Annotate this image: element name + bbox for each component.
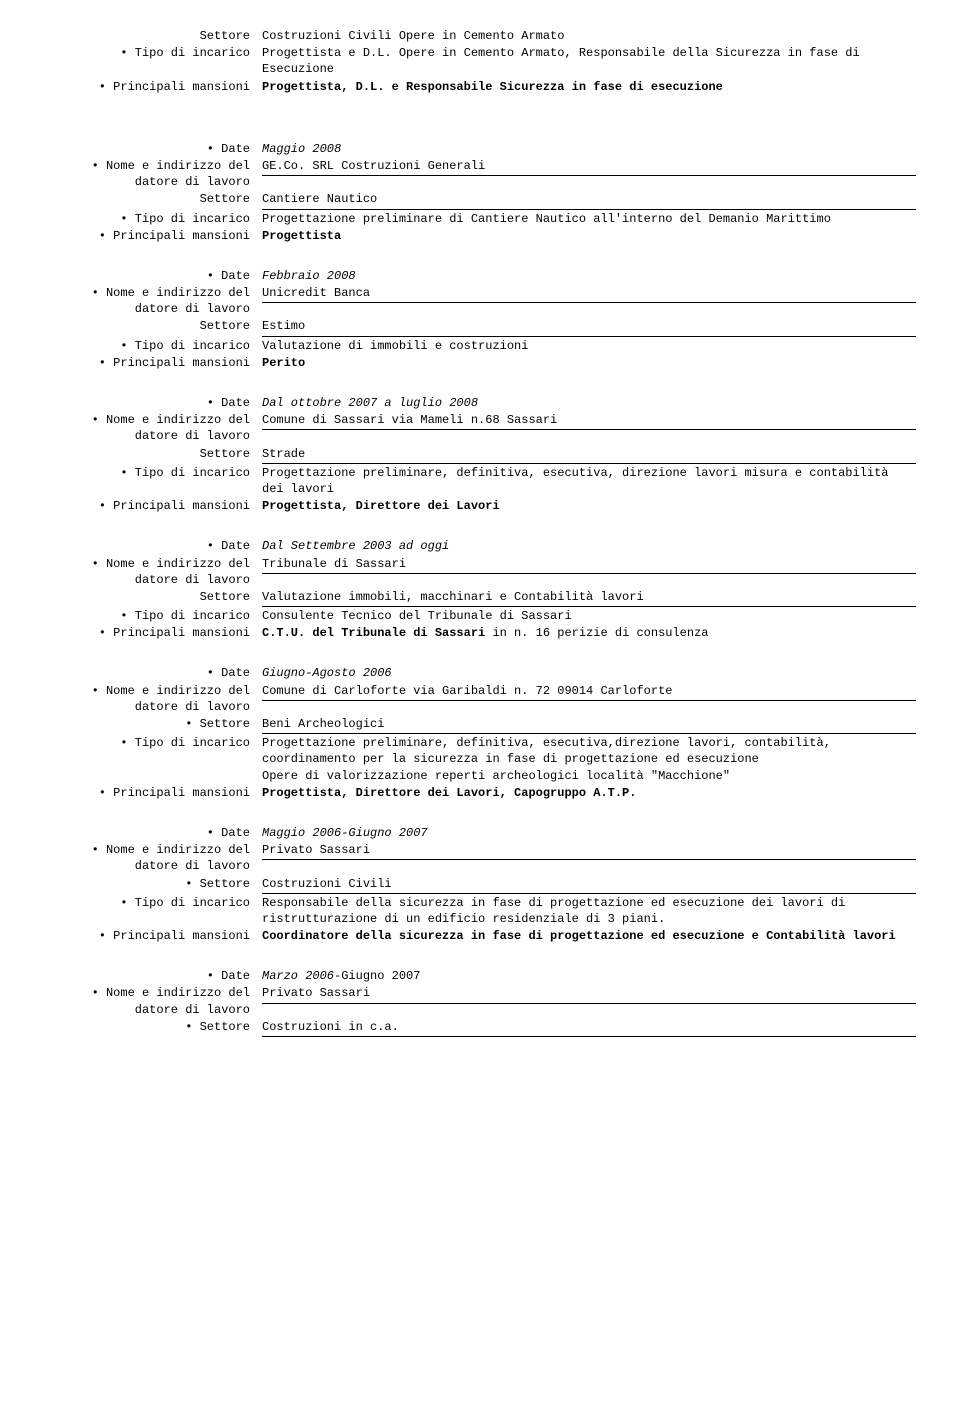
val-nome: Unicredit Banca [262,285,916,303]
label-mansioni: • Principali mansioni [44,928,262,944]
label-tipo: • Tipo di incarico [44,465,262,481]
label-date: • Date [44,395,262,411]
val-tipo: Valutazione di immobili e costruzioni [262,338,916,354]
label-mansioni: • Principali mansioni [44,498,262,514]
val-nome: Privato Sassari [262,985,916,1003]
label-mansioni: • Principali mansioni [44,228,262,244]
val-settore: Costruzioni Civili [262,876,916,894]
val-mansioni: Coordinatore della sicurezza in fase di … [262,928,916,944]
label-settore: Settore [44,28,262,44]
val-nome: GE.Co. SRL Costruzioni Generali [262,158,916,176]
val-mansioni: C.T.U. del Tribunale di Sassari in n. 16… [262,625,916,641]
label-mansioni: • Principali mansioni [44,79,262,95]
val-mansioni: Progettista [262,228,916,244]
val-tipo: Progettazione preliminare, definitiva, e… [262,735,916,784]
val-settore: Costruzioni Civili Opere in Cemento Arma… [262,28,916,44]
label-nome: • Nome e indirizzo del datore di lavoro [44,285,262,317]
val-date: Maggio 2006-Giugno 2007 [262,825,916,841]
val-settore: Valutazione immobili, macchinari e Conta… [262,589,916,607]
label-nome: • Nome e indirizzo del datore di lavoro [44,985,262,1017]
cv-entry: • DateFebbraio 2008 • Nome e indirizzo d… [44,268,916,371]
val-tipo: Progettazione preliminare di Cantiere Na… [262,211,916,227]
label-mansioni: • Principali mansioni [44,785,262,801]
val-date: Marzo 2006-Giugno 2007 [262,968,916,984]
val-settore: Costruzioni in c.a. [262,1019,916,1037]
label-tipo: • Tipo di incarico [44,211,262,227]
label-settore: Settore [44,446,262,462]
label-date: • Date [44,141,262,157]
label-date: • Date [44,268,262,284]
val-tipo: Consulente Tecnico del Tribunale di Sass… [262,608,916,624]
val-date: Dal Settembre 2003 ad oggi [262,538,916,554]
cv-entry: • DateDal ottobre 2007 a luglio 2008 • N… [44,395,916,514]
label-settore: • Settore [44,876,262,892]
label-nome: • Nome e indirizzo del datore di lavoro [44,842,262,874]
label-date: • Date [44,665,262,681]
val-mansioni-bold: C.T.U. del Tribunale di Sassari [262,626,485,640]
cv-entry: • DateMaggio 2006-Giugno 2007 • Nome e i… [44,825,916,944]
cv-entry: SettoreCostruzioni Civili Opere in Cemen… [44,28,916,95]
label-date: • Date [44,538,262,554]
label-settore: Settore [44,318,262,334]
label-nome: • Nome e indirizzo del datore di lavoro [44,556,262,588]
val-settore: Cantiere Nautico [262,191,916,209]
val-date: Febbraio 2008 [262,268,916,284]
val-settore: Estimo [262,318,916,336]
label-mansioni: • Principali mansioni [44,355,262,371]
label-tipo: • Tipo di incarico [44,608,262,624]
label-settore: • Settore [44,716,262,732]
val-date: Dal ottobre 2007 a luglio 2008 [262,395,916,411]
val-tipo: Progettista e D.L. Opere in Cemento Arma… [262,45,916,77]
label-settore: Settore [44,589,262,605]
val-mansioni: Progettista, D.L. e Responsabile Sicurez… [262,79,916,95]
val-mansioni: Progettista, Direttore dei Lavori [262,498,916,514]
val-mansioni: Progettista, Direttore dei Lavori, Capog… [262,785,916,801]
cv-entry: • DateMarzo 2006-Giugno 2007 • Nome e in… [44,968,916,1037]
val-tipo: Responsabile della sicurezza in fase di … [262,895,916,927]
val-tipo: Progettazione preliminare, definitiva, e… [262,465,916,497]
cv-entry: • DateMaggio 2008 • Nome e indirizzo del… [44,141,916,244]
val-nome: Comune di Sassari via Mameli n.68 Sassar… [262,412,916,430]
label-mansioni: • Principali mansioni [44,625,262,641]
cv-entry: • DateDal Settembre 2003 ad oggi • Nome … [44,538,916,641]
val-mansioni: Perito [262,355,916,371]
label-nome: • Nome e indirizzo del datore di lavoro [44,683,262,715]
label-date: • Date [44,825,262,841]
val-nome: Privato Sassari [262,842,916,860]
label-date: • Date [44,968,262,984]
label-tipo: • Tipo di incarico [44,895,262,911]
val-settore: Strade [262,446,916,464]
label-tipo: • Tipo di incarico [44,735,262,751]
label-tipo: • Tipo di incarico [44,45,262,61]
cv-entry: • DateGiugno-Agosto 2006 • Nome e indiri… [44,665,916,801]
val-date: Maggio 2008 [262,141,916,157]
val-mansioni-rest: in n. 16 perizie di consulenza [485,626,708,640]
label-nome: • Nome e indirizzo del datore di lavoro [44,158,262,190]
val-settore: Beni Archeologici [262,716,916,734]
label-tipo: • Tipo di incarico [44,338,262,354]
label-settore: • Settore [44,1019,262,1035]
val-nome: Tribunale di Sassari [262,556,916,574]
label-settore: Settore [44,191,262,207]
val-date: Giugno-Agosto 2006 [262,665,916,681]
val-nome: Comune di Carloforte via Garibaldi n. 72… [262,683,916,701]
label-nome: • Nome e indirizzo del datore di lavoro [44,412,262,444]
